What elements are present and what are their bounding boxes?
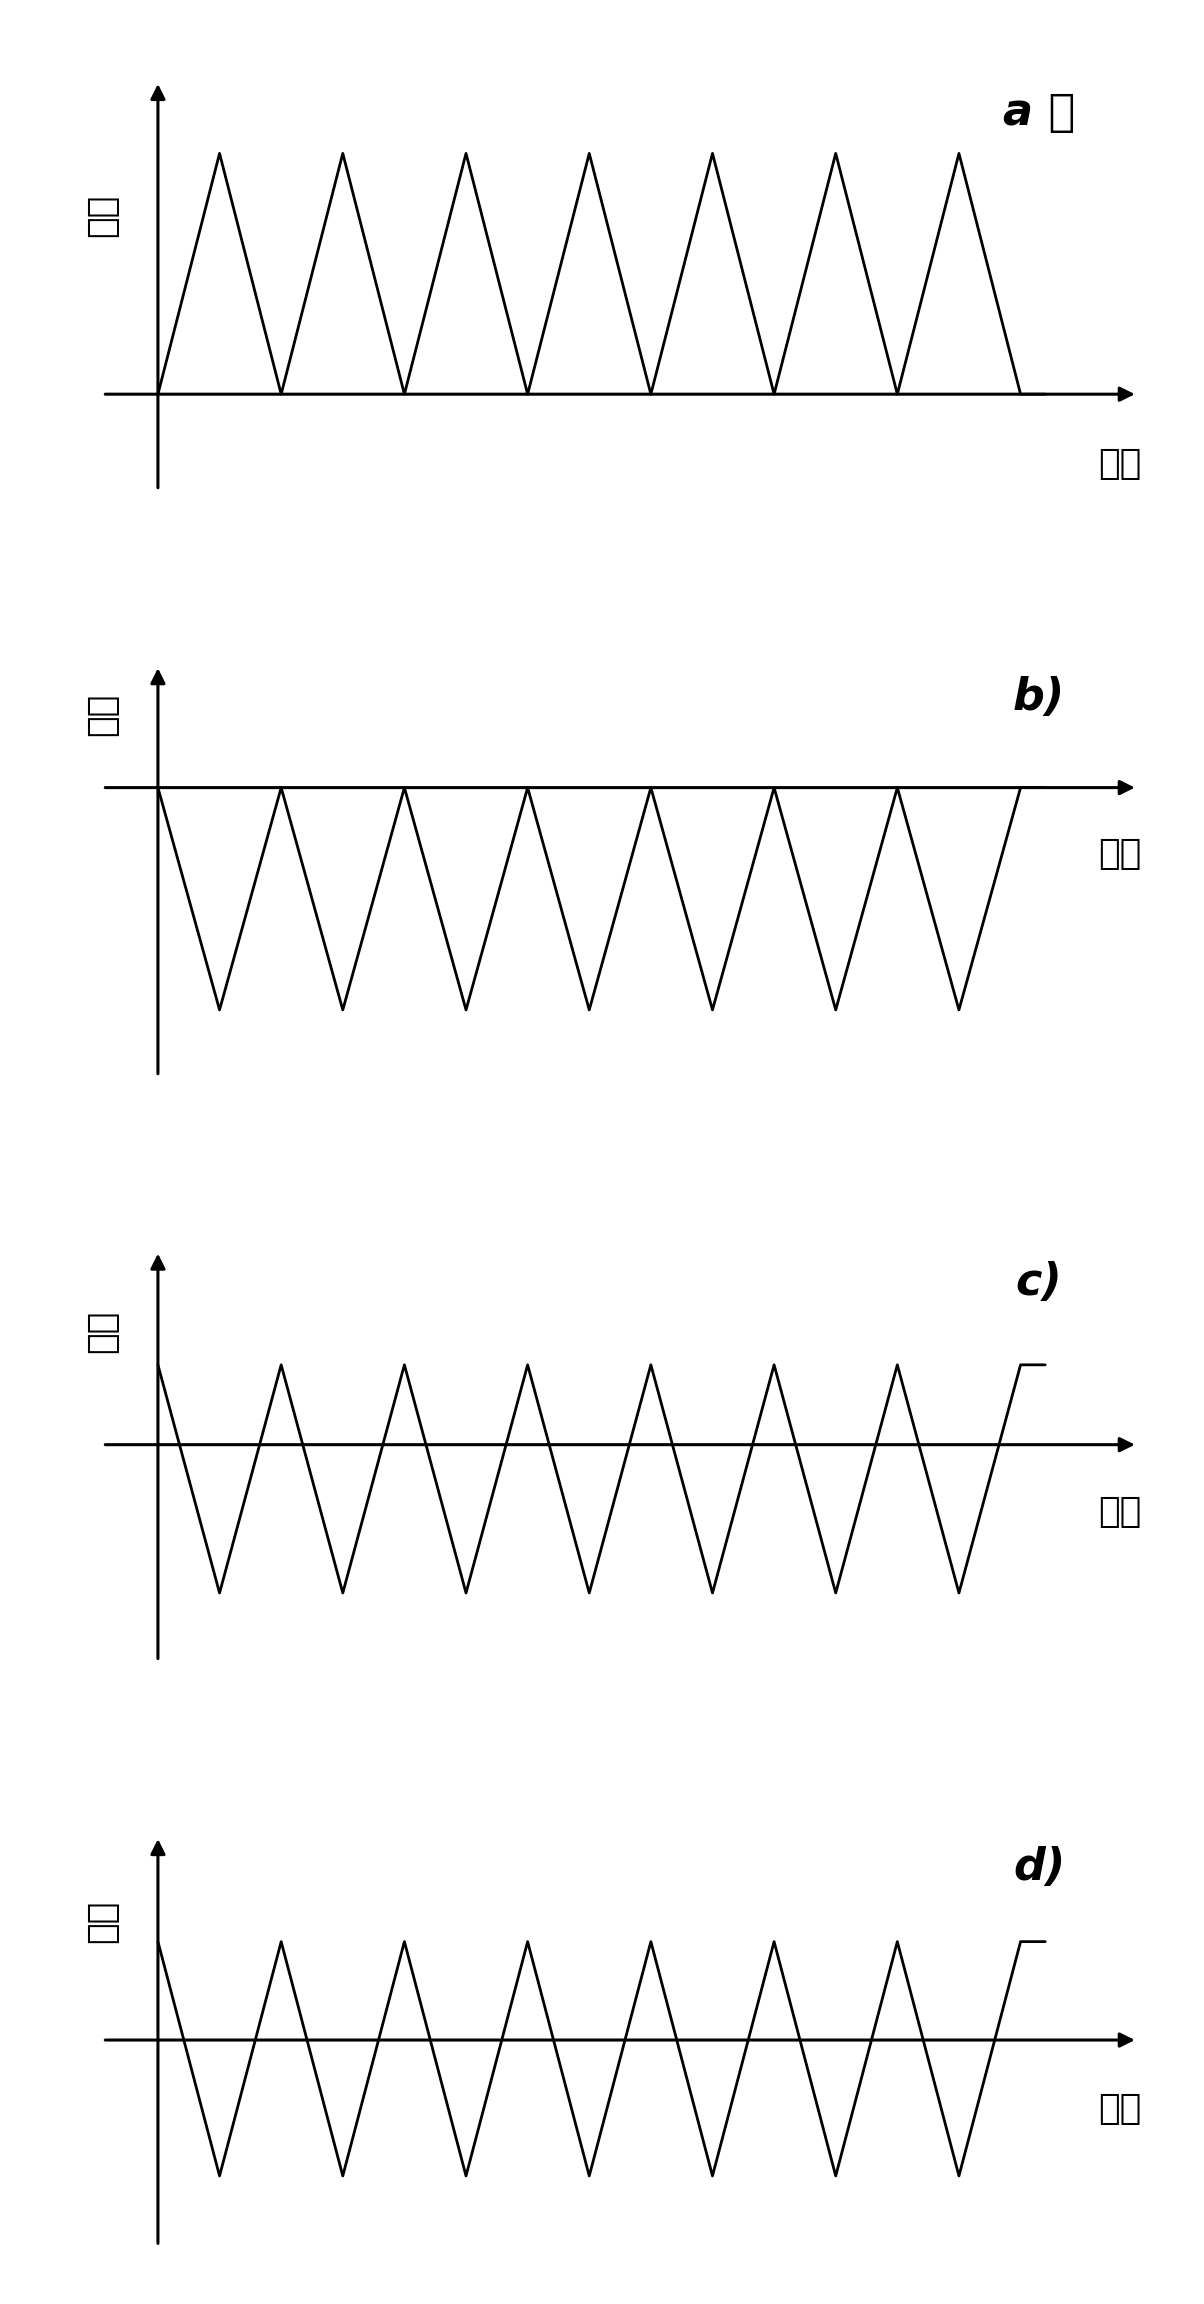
Text: 电位: 电位 bbox=[85, 1901, 119, 1942]
Text: 电位: 电位 bbox=[85, 1311, 119, 1352]
Text: 时间: 时间 bbox=[1098, 447, 1141, 482]
Text: 电位: 电位 bbox=[85, 694, 119, 735]
Text: 时间: 时间 bbox=[1098, 1495, 1141, 1530]
Text: a ）: a ） bbox=[1003, 90, 1075, 134]
Text: 电位: 电位 bbox=[85, 194, 119, 237]
Text: 时间: 时间 bbox=[1098, 836, 1141, 871]
Text: d): d) bbox=[1013, 1846, 1066, 1889]
Text: b): b) bbox=[1013, 675, 1066, 719]
Text: c): c) bbox=[1016, 1260, 1062, 1304]
Text: 时间: 时间 bbox=[1098, 2092, 1141, 2127]
